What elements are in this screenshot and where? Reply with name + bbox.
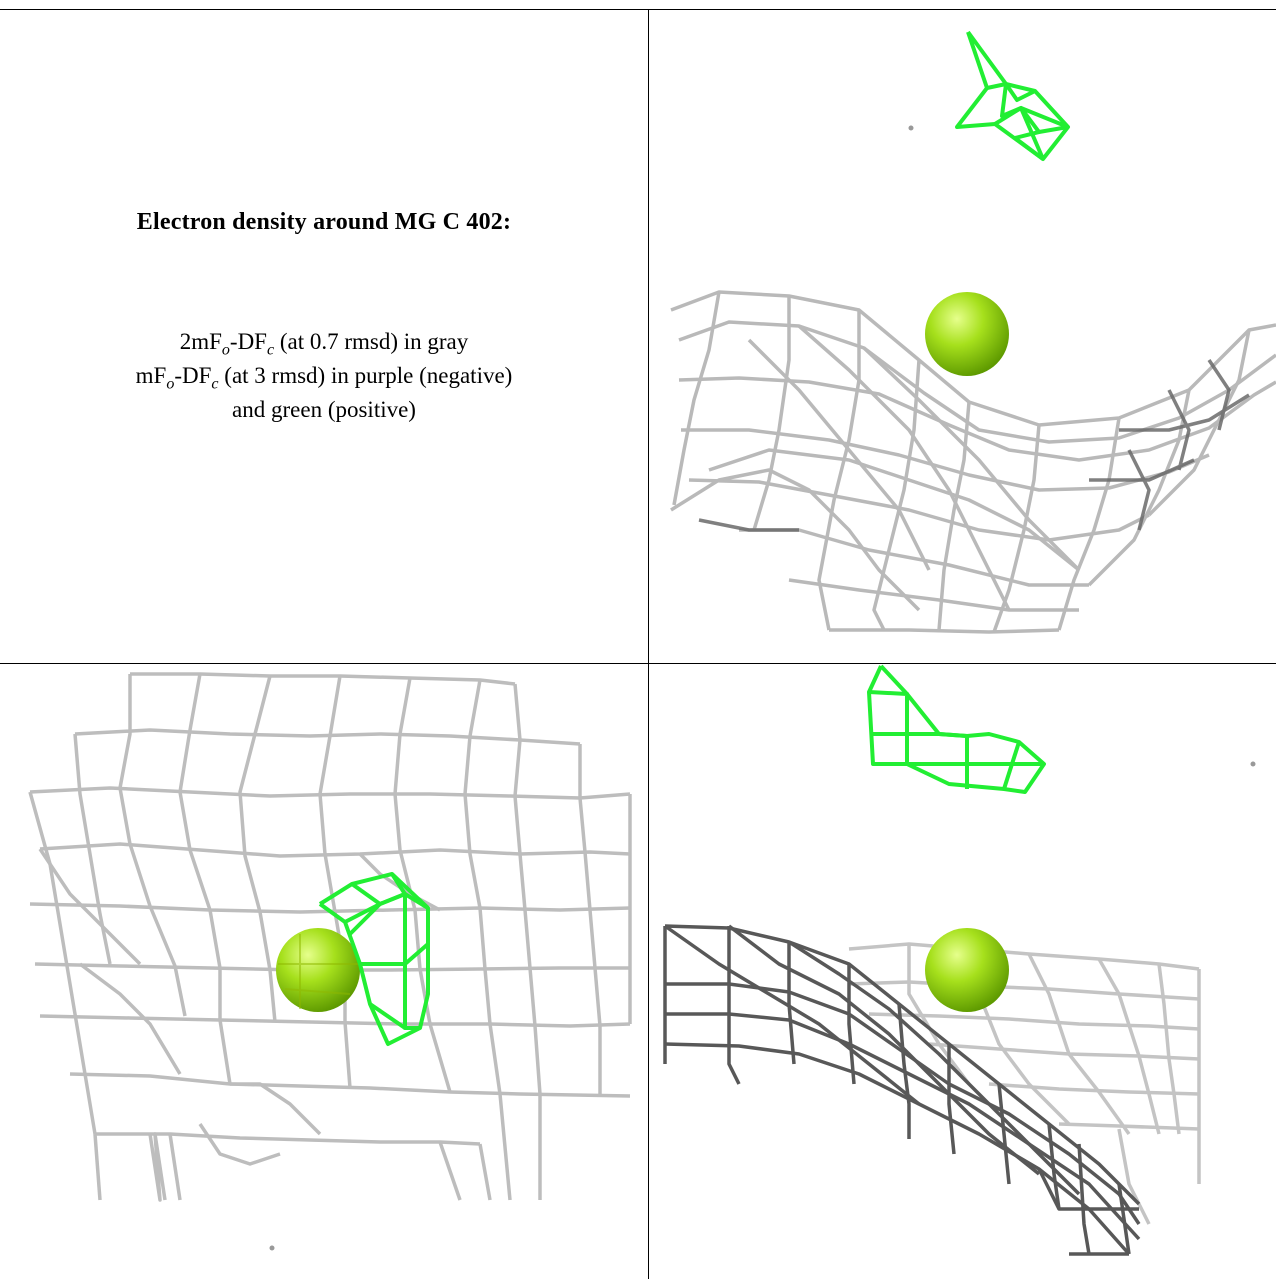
mg-atom-sphere xyxy=(925,292,1009,376)
density-render xyxy=(28,672,632,1251)
caption-title: Electron density around MG C 402: xyxy=(136,209,512,235)
density-view-top-right xyxy=(649,10,1276,663)
atom-marker xyxy=(1250,761,1256,767)
caption-panel: Electron density around MG C 402: 2mFo-D… xyxy=(0,10,648,663)
caption-line-2: mFo-DFc (at 3 rmsd) in purple (negative) xyxy=(135,363,513,393)
rule-vertical-center xyxy=(648,9,649,1279)
density-render xyxy=(663,664,1256,1256)
positive-density-mesh xyxy=(955,30,1070,161)
density-view-bottom-left xyxy=(0,664,648,1279)
caption-line-3: and green (positive) xyxy=(232,397,416,422)
gray-density-mesh-dark xyxy=(698,359,1250,532)
sphere-mesh-overlay xyxy=(278,934,360,1009)
gray-density-mesh-dark xyxy=(663,924,1141,1256)
rule-top xyxy=(0,9,1276,10)
caption-line-1: 2mFo-DFc (at 0.7 rmsd) in gray xyxy=(179,329,469,359)
mg-atom-sphere xyxy=(276,928,360,1012)
density-view-bottom-right xyxy=(649,664,1276,1279)
mg-atom-sphere xyxy=(925,928,1009,1012)
density-render xyxy=(670,30,1276,634)
gray-density-mesh xyxy=(848,942,1201,1225)
positive-density-mesh xyxy=(318,872,430,1046)
atom-marker xyxy=(908,125,914,131)
positive-density-mesh xyxy=(867,664,1046,794)
rule-middle xyxy=(0,663,1276,664)
caption-body: 2mFo-DFc (at 0.7 rmsd) in gray mFo-DFc (… xyxy=(0,325,648,427)
atom-marker xyxy=(269,1245,275,1251)
